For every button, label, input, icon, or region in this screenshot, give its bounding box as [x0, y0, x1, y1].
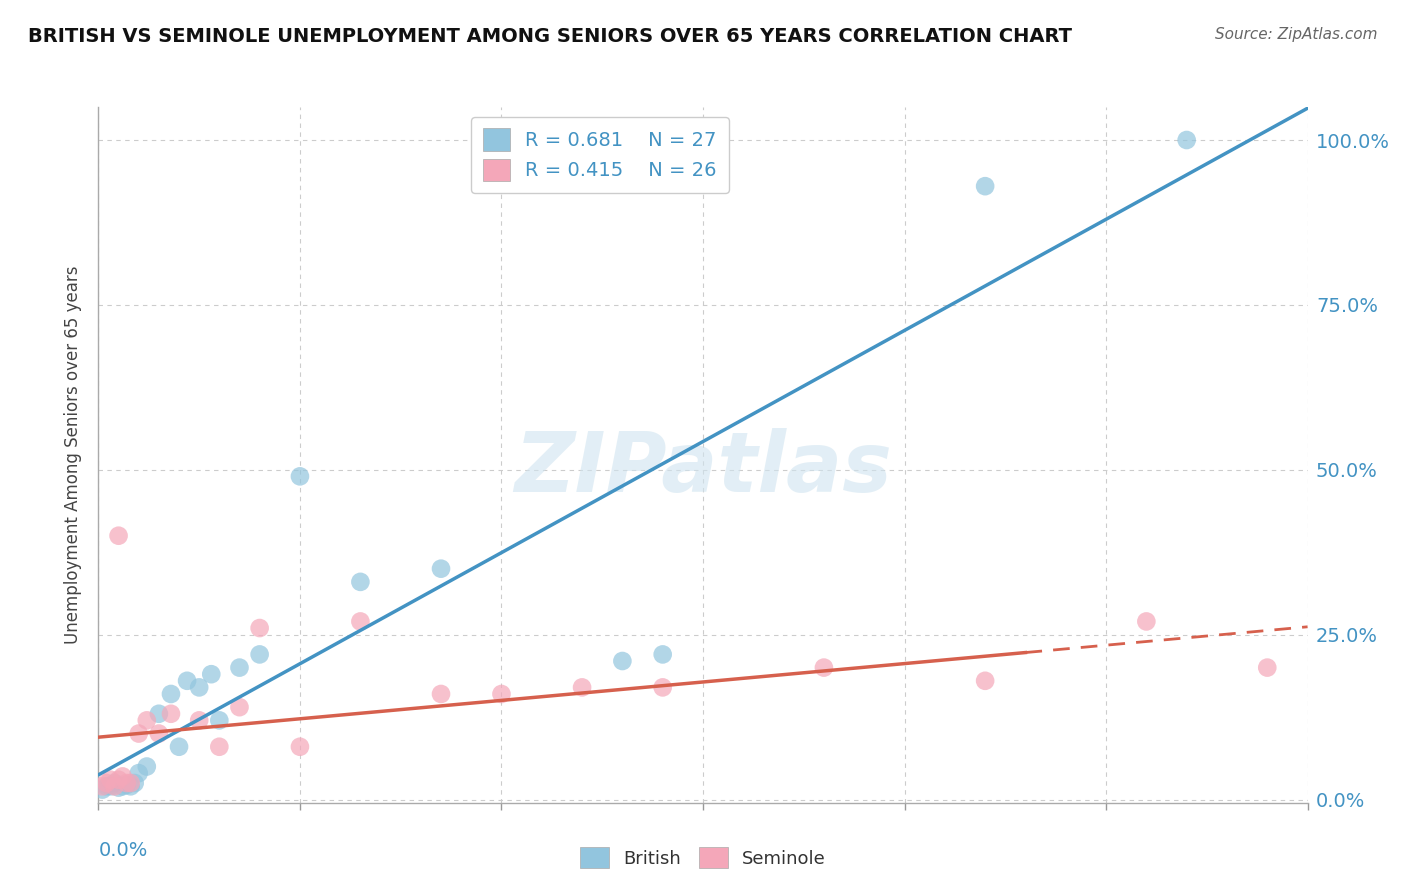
Point: [249, 621, 271, 635]
Y-axis label: Unemployment Among Seniors over 65 years: Unemployment Among Seniors over 65 years: [65, 266, 83, 644]
Point: [349, 615, 371, 629]
Point: [91, 782, 114, 797]
Text: BRITISH VS SEMINOLE UNEMPLOYMENT AMONG SENIORS OVER 65 YEARS CORRELATION CHART: BRITISH VS SEMINOLE UNEMPLOYMENT AMONG S…: [28, 27, 1073, 45]
Point: [208, 739, 231, 754]
Point: [128, 726, 150, 740]
Point: [1135, 615, 1157, 629]
Point: [148, 726, 170, 740]
Point: [188, 681, 211, 695]
Point: [96, 780, 118, 794]
Text: Source: ZipAtlas.com: Source: ZipAtlas.com: [1215, 27, 1378, 42]
Point: [430, 687, 453, 701]
Point: [974, 673, 997, 688]
Point: [124, 776, 146, 790]
Point: [288, 469, 311, 483]
Point: [128, 766, 150, 780]
Point: [167, 739, 190, 754]
Point: [135, 714, 157, 728]
Point: [100, 780, 122, 794]
Point: [111, 780, 134, 794]
Point: [571, 681, 593, 695]
Point: [612, 654, 634, 668]
Point: [100, 772, 122, 787]
Point: [103, 780, 125, 794]
Point: [96, 776, 118, 790]
Point: [208, 714, 231, 728]
Point: [228, 700, 250, 714]
Point: [120, 776, 142, 790]
Point: [200, 667, 222, 681]
Point: [651, 681, 673, 695]
Point: [107, 772, 129, 787]
Point: [349, 574, 371, 589]
Point: [148, 706, 170, 721]
Point: [107, 529, 129, 543]
Point: [974, 179, 997, 194]
Point: [228, 660, 250, 674]
Point: [160, 706, 183, 721]
Text: 0.0%: 0.0%: [98, 841, 148, 860]
Point: [188, 714, 211, 728]
Point: [120, 780, 142, 794]
Point: [115, 778, 138, 792]
Legend: British, Seminole: British, Seminole: [571, 838, 835, 877]
Point: [176, 673, 198, 688]
Point: [91, 780, 114, 794]
Point: [430, 562, 453, 576]
Point: [491, 687, 513, 701]
Point: [1175, 133, 1198, 147]
Point: [107, 780, 129, 795]
Point: [111, 769, 134, 783]
Point: [1256, 660, 1278, 674]
Text: ZIPatlas: ZIPatlas: [515, 428, 891, 509]
Point: [103, 776, 125, 790]
Point: [813, 660, 835, 674]
Point: [288, 739, 311, 754]
Point: [115, 776, 138, 790]
Point: [249, 648, 271, 662]
Point: [160, 687, 183, 701]
Point: [135, 759, 157, 773]
Point: [651, 648, 673, 662]
